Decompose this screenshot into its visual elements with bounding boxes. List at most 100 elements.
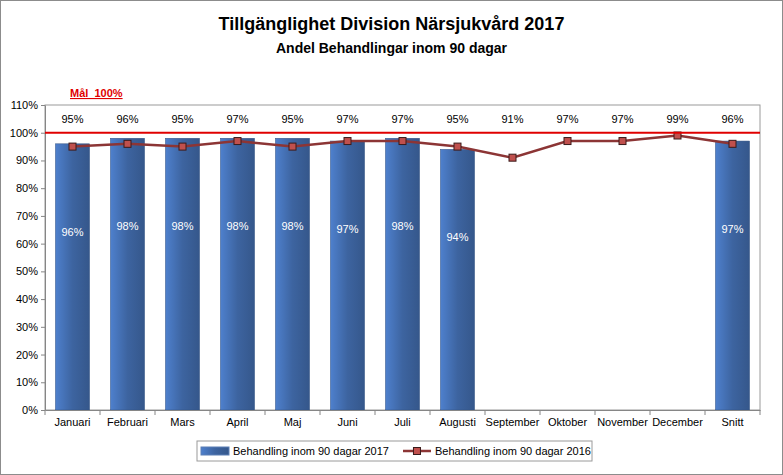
x-axis-line — [46, 410, 761, 411]
bar-label: 97% — [336, 223, 358, 235]
y-tick: 0% — [22, 404, 45, 416]
plot-frame — [45, 105, 760, 410]
line-label: 97% — [556, 113, 578, 125]
bar — [715, 141, 749, 410]
x-tick: Juni — [337, 410, 357, 428]
y-tick-label: 0% — [22, 404, 38, 416]
legend-label: Behandling inom 90 dagar 2017 — [233, 445, 389, 457]
x-tick-label: Februari — [107, 416, 148, 428]
chart-border — [1, 1, 783, 475]
x-tick-label: Mars — [170, 416, 195, 428]
target-label: Mål 100% — [70, 87, 123, 99]
line-label: 96% — [721, 113, 743, 125]
x-tick: Maj — [284, 410, 302, 428]
bar — [220, 138, 254, 410]
bar-label: 98% — [171, 220, 193, 232]
line-label: 97% — [336, 113, 358, 125]
marker — [234, 138, 241, 145]
bar — [110, 138, 144, 410]
bar — [330, 141, 364, 410]
y-tick: 20% — [16, 349, 45, 361]
line-label: 95% — [171, 113, 193, 125]
x-tick-label: Januari — [54, 416, 90, 428]
y-tick-mark — [41, 410, 45, 411]
x-tick-label: Juni — [337, 416, 357, 428]
title: Tillgänglighet Division Närsjukvård 2017 — [219, 14, 565, 34]
x-tick-label: Snitt — [721, 416, 743, 428]
x-category-separator — [45, 410, 46, 415]
y-tick: 80% — [16, 182, 45, 194]
line-label: 97% — [611, 113, 633, 125]
line-label: 95% — [281, 113, 303, 125]
y-tick-mark — [41, 244, 45, 245]
marker — [454, 143, 461, 150]
line-label: 99% — [666, 113, 688, 125]
x-category-separator — [100, 410, 101, 415]
x-category-separator — [595, 410, 596, 415]
line-label: 97% — [391, 113, 413, 125]
y-tick: 100% — [10, 127, 45, 139]
x-tick-label: September — [486, 416, 540, 428]
x-category-separator — [210, 410, 211, 415]
y-tick-mark — [41, 216, 45, 217]
x-category-separator — [650, 410, 651, 415]
x-category-separator — [430, 410, 431, 415]
y-tick: 70% — [16, 210, 45, 222]
line — [73, 136, 733, 158]
x-tick: Snitt — [721, 410, 743, 428]
y-tick-label: 40% — [16, 293, 38, 305]
x-category-separator — [540, 410, 541, 415]
x-tick-label: Juli — [394, 416, 411, 428]
line-label: 95% — [61, 113, 83, 125]
y-tick: 40% — [16, 293, 45, 305]
x-tick-label: April — [226, 416, 248, 428]
legend: Behandling inom 90 dagar 2017 Behandling … — [197, 441, 592, 461]
x-category-separator — [320, 410, 321, 415]
y-tick-label: 90% — [16, 154, 38, 166]
bar — [275, 138, 309, 410]
x-tick: Mars — [170, 410, 195, 428]
y-axis: 0%10%20%30%40%50%60%70%80%90%100%110% — [10, 99, 46, 416]
bar — [440, 149, 474, 410]
bar-label: 94% — [446, 231, 468, 243]
marker — [619, 138, 626, 145]
y-tick-mark — [41, 271, 45, 272]
x-category-separator — [265, 410, 266, 415]
bar — [55, 144, 89, 410]
x-tick: Augusti — [439, 410, 476, 428]
y-tick: 110% — [11, 99, 45, 111]
bar-label: 97% — [721, 223, 743, 235]
marker — [509, 154, 516, 161]
y-tick-label: 30% — [16, 321, 38, 333]
x-category-separator — [760, 410, 761, 415]
y-tick-label: 110% — [11, 99, 39, 111]
x-tick: Januari — [54, 410, 90, 428]
y-tick: 10% — [16, 376, 45, 388]
legend-label: Behandling inom 90 dagar 2016 — [435, 445, 591, 457]
marker — [179, 143, 186, 150]
x-tick: April — [226, 410, 248, 428]
subtitle: Andel Behandlingar inom 90 dagar — [276, 40, 508, 56]
y-tick: 90% — [16, 154, 45, 166]
line-label: 96% — [116, 113, 138, 125]
x-tick: Juli — [394, 410, 411, 428]
legend-swatch — [201, 447, 229, 455]
x-category-separator — [375, 410, 376, 415]
target-line — [45, 132, 760, 134]
x-tick: November — [597, 410, 648, 428]
y-tick-mark — [41, 105, 45, 106]
y-tick-label: 20% — [16, 349, 38, 361]
y-tick-mark — [41, 299, 45, 300]
x-tick-label: November — [597, 416, 648, 428]
x-tick-label: Oktober — [548, 416, 587, 428]
y-tick-mark — [41, 160, 45, 161]
line-label: 91% — [501, 113, 523, 125]
y-tick-mark — [41, 188, 45, 189]
bar-label: 98% — [226, 220, 248, 232]
bar-label: 98% — [391, 220, 413, 232]
x-category-separator — [485, 410, 486, 415]
y-tick-mark — [41, 133, 45, 134]
marker — [124, 140, 131, 147]
legend-marker — [413, 448, 420, 455]
x-tick-label: December — [652, 416, 703, 428]
